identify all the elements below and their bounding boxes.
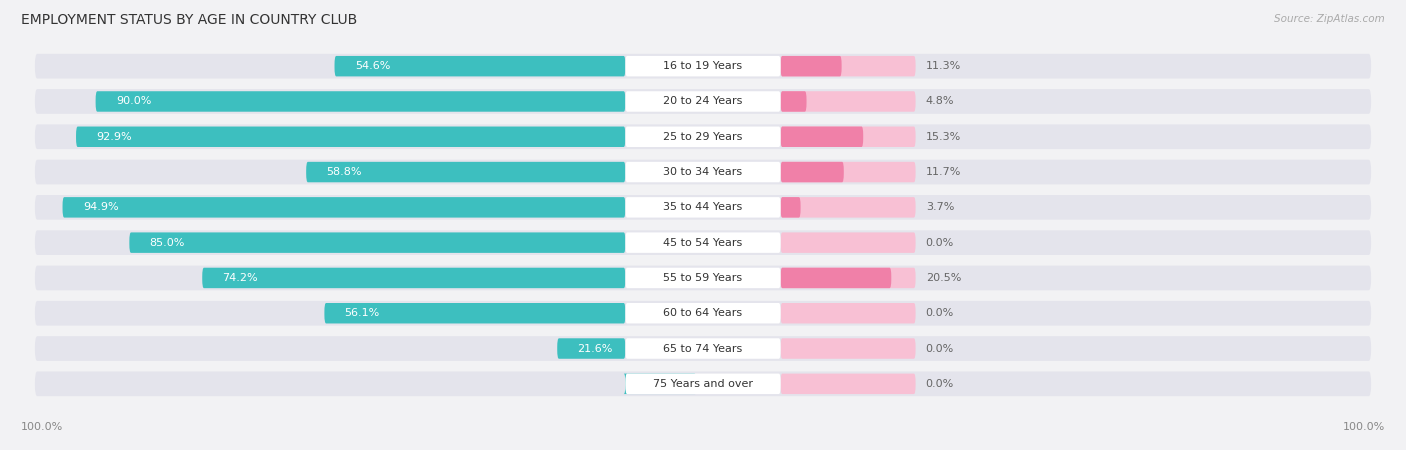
FancyBboxPatch shape — [626, 232, 780, 253]
FancyBboxPatch shape — [626, 268, 780, 288]
FancyBboxPatch shape — [626, 338, 780, 359]
Text: 65 to 74 Years: 65 to 74 Years — [664, 343, 742, 354]
Text: 100.0%: 100.0% — [1343, 422, 1385, 432]
FancyBboxPatch shape — [780, 162, 915, 182]
FancyBboxPatch shape — [780, 197, 915, 218]
FancyBboxPatch shape — [129, 232, 626, 253]
FancyBboxPatch shape — [780, 268, 915, 288]
Text: 0.0%: 0.0% — [925, 238, 953, 248]
FancyBboxPatch shape — [35, 89, 1371, 114]
FancyBboxPatch shape — [325, 303, 626, 324]
Text: Source: ZipAtlas.com: Source: ZipAtlas.com — [1274, 14, 1385, 23]
Text: 85.0%: 85.0% — [149, 238, 186, 248]
FancyBboxPatch shape — [76, 126, 626, 147]
FancyBboxPatch shape — [780, 56, 915, 76]
Text: 3.7%: 3.7% — [925, 202, 955, 212]
FancyBboxPatch shape — [626, 56, 780, 76]
FancyBboxPatch shape — [626, 197, 780, 218]
Text: 74.2%: 74.2% — [222, 273, 259, 283]
Text: 92.9%: 92.9% — [96, 132, 132, 142]
FancyBboxPatch shape — [780, 197, 800, 218]
Text: 56.1%: 56.1% — [344, 308, 380, 318]
FancyBboxPatch shape — [626, 162, 780, 182]
Text: 11.3%: 11.3% — [925, 61, 960, 71]
FancyBboxPatch shape — [780, 162, 844, 182]
FancyBboxPatch shape — [557, 338, 626, 359]
FancyBboxPatch shape — [626, 303, 780, 324]
FancyBboxPatch shape — [202, 268, 626, 288]
FancyBboxPatch shape — [35, 266, 1371, 290]
Text: 58.8%: 58.8% — [326, 167, 361, 177]
FancyBboxPatch shape — [626, 91, 780, 112]
Text: 75 Years and over: 75 Years and over — [652, 379, 754, 389]
FancyBboxPatch shape — [35, 54, 1371, 79]
Text: 30 to 34 Years: 30 to 34 Years — [664, 167, 742, 177]
Text: 90.0%: 90.0% — [115, 96, 152, 107]
FancyBboxPatch shape — [35, 301, 1371, 326]
Text: 55 to 59 Years: 55 to 59 Years — [664, 273, 742, 283]
Text: 4.8%: 4.8% — [925, 96, 955, 107]
FancyBboxPatch shape — [35, 230, 1371, 255]
FancyBboxPatch shape — [626, 126, 780, 147]
Text: 20 to 24 Years: 20 to 24 Years — [664, 96, 742, 107]
Text: 45 to 54 Years: 45 to 54 Years — [664, 238, 742, 248]
Text: 100.0%: 100.0% — [21, 422, 63, 432]
FancyBboxPatch shape — [780, 126, 863, 147]
FancyBboxPatch shape — [35, 371, 1371, 396]
FancyBboxPatch shape — [35, 195, 1371, 220]
FancyBboxPatch shape — [35, 160, 1371, 184]
FancyBboxPatch shape — [35, 336, 1371, 361]
Text: 35 to 44 Years: 35 to 44 Years — [664, 202, 742, 212]
FancyBboxPatch shape — [780, 91, 807, 112]
Text: 0.0%: 0.0% — [925, 308, 953, 318]
Text: 60 to 64 Years: 60 to 64 Years — [664, 308, 742, 318]
Text: 16 to 19 Years: 16 to 19 Years — [664, 61, 742, 71]
Text: 15.3%: 15.3% — [925, 132, 960, 142]
FancyBboxPatch shape — [780, 338, 915, 359]
FancyBboxPatch shape — [780, 126, 915, 147]
FancyBboxPatch shape — [780, 268, 891, 288]
Text: 54.6%: 54.6% — [354, 61, 389, 71]
Text: 94.9%: 94.9% — [83, 202, 118, 212]
Text: 0.0%: 0.0% — [925, 343, 953, 354]
FancyBboxPatch shape — [780, 56, 842, 76]
FancyBboxPatch shape — [780, 91, 915, 112]
Text: 20.5%: 20.5% — [925, 273, 962, 283]
FancyBboxPatch shape — [62, 197, 626, 218]
FancyBboxPatch shape — [780, 303, 915, 324]
FancyBboxPatch shape — [335, 56, 626, 76]
FancyBboxPatch shape — [307, 162, 626, 182]
FancyBboxPatch shape — [626, 374, 780, 394]
Text: EMPLOYMENT STATUS BY AGE IN COUNTRY CLUB: EMPLOYMENT STATUS BY AGE IN COUNTRY CLUB — [21, 14, 357, 27]
Text: 0.0%: 0.0% — [925, 379, 953, 389]
Text: 1.4%: 1.4% — [655, 379, 683, 389]
FancyBboxPatch shape — [780, 374, 915, 394]
FancyBboxPatch shape — [624, 374, 695, 394]
FancyBboxPatch shape — [35, 124, 1371, 149]
Text: 25 to 29 Years: 25 to 29 Years — [664, 132, 742, 142]
FancyBboxPatch shape — [780, 232, 915, 253]
FancyBboxPatch shape — [96, 91, 626, 112]
Text: 21.6%: 21.6% — [578, 343, 613, 354]
Text: 11.7%: 11.7% — [925, 167, 962, 177]
